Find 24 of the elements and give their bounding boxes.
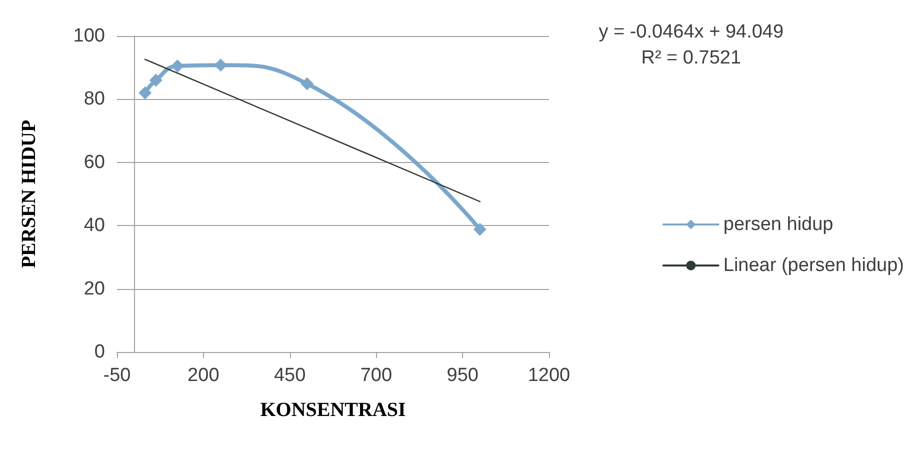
legend-label: persen hidup xyxy=(723,214,834,235)
legend-label: Linear (persen hidup) xyxy=(723,255,904,276)
y-tick-label: 40 xyxy=(84,215,105,236)
x-tick-label: 1200 xyxy=(528,365,570,386)
y-tick-label: 0 xyxy=(94,342,105,362)
point xyxy=(170,60,184,73)
x-tick-label: 700 xyxy=(360,365,392,386)
point xyxy=(149,74,162,87)
x-tick-label: 200 xyxy=(188,365,220,386)
point xyxy=(300,77,314,90)
point xyxy=(214,58,228,72)
text: R² = 0.7521 xyxy=(641,48,742,68)
y-tick-label: 20 xyxy=(84,278,105,300)
x-tick-label: -50 xyxy=(103,365,131,386)
text: y = -0.0464x + 94.049 xyxy=(598,22,784,42)
y-tick-label: 100 xyxy=(73,26,105,46)
y-tick-label: 60 xyxy=(84,152,105,173)
x-tick-label: 450 xyxy=(274,365,306,386)
x-axis-title: KONSENTRASI xyxy=(260,399,406,421)
y-tick-label: 80 xyxy=(84,88,105,110)
y-axis-title: PERSEN HIDUP xyxy=(18,120,40,268)
point xyxy=(473,222,486,236)
x-tick-label: 950 xyxy=(446,365,478,386)
point xyxy=(138,86,152,100)
